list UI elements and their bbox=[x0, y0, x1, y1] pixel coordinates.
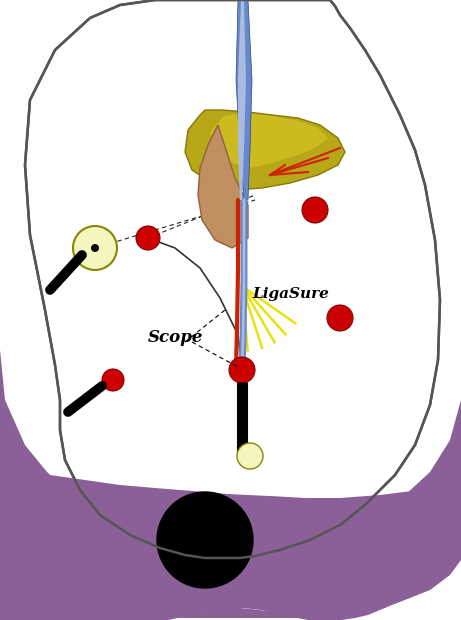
Polygon shape bbox=[238, 0, 246, 200]
Polygon shape bbox=[198, 125, 248, 248]
Circle shape bbox=[157, 492, 253, 588]
Polygon shape bbox=[310, 330, 461, 568]
Polygon shape bbox=[210, 113, 328, 168]
Circle shape bbox=[327, 305, 353, 331]
Text: LigaSure: LigaSure bbox=[252, 287, 329, 301]
Circle shape bbox=[91, 244, 99, 252]
Circle shape bbox=[302, 197, 328, 223]
Polygon shape bbox=[236, 0, 252, 200]
Polygon shape bbox=[185, 110, 345, 190]
Circle shape bbox=[136, 226, 160, 250]
Circle shape bbox=[73, 226, 117, 270]
Circle shape bbox=[229, 357, 255, 383]
Polygon shape bbox=[0, 280, 168, 618]
Polygon shape bbox=[25, 0, 440, 558]
Circle shape bbox=[102, 369, 124, 391]
Text: Scope: Scope bbox=[148, 329, 203, 346]
Polygon shape bbox=[0, 608, 342, 618]
Circle shape bbox=[237, 443, 263, 469]
Polygon shape bbox=[0, 400, 461, 620]
